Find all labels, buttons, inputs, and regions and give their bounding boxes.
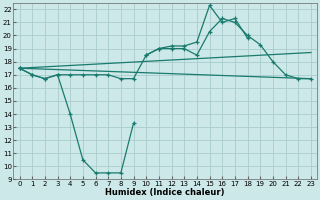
X-axis label: Humidex (Indice chaleur): Humidex (Indice chaleur) (106, 188, 225, 197)
